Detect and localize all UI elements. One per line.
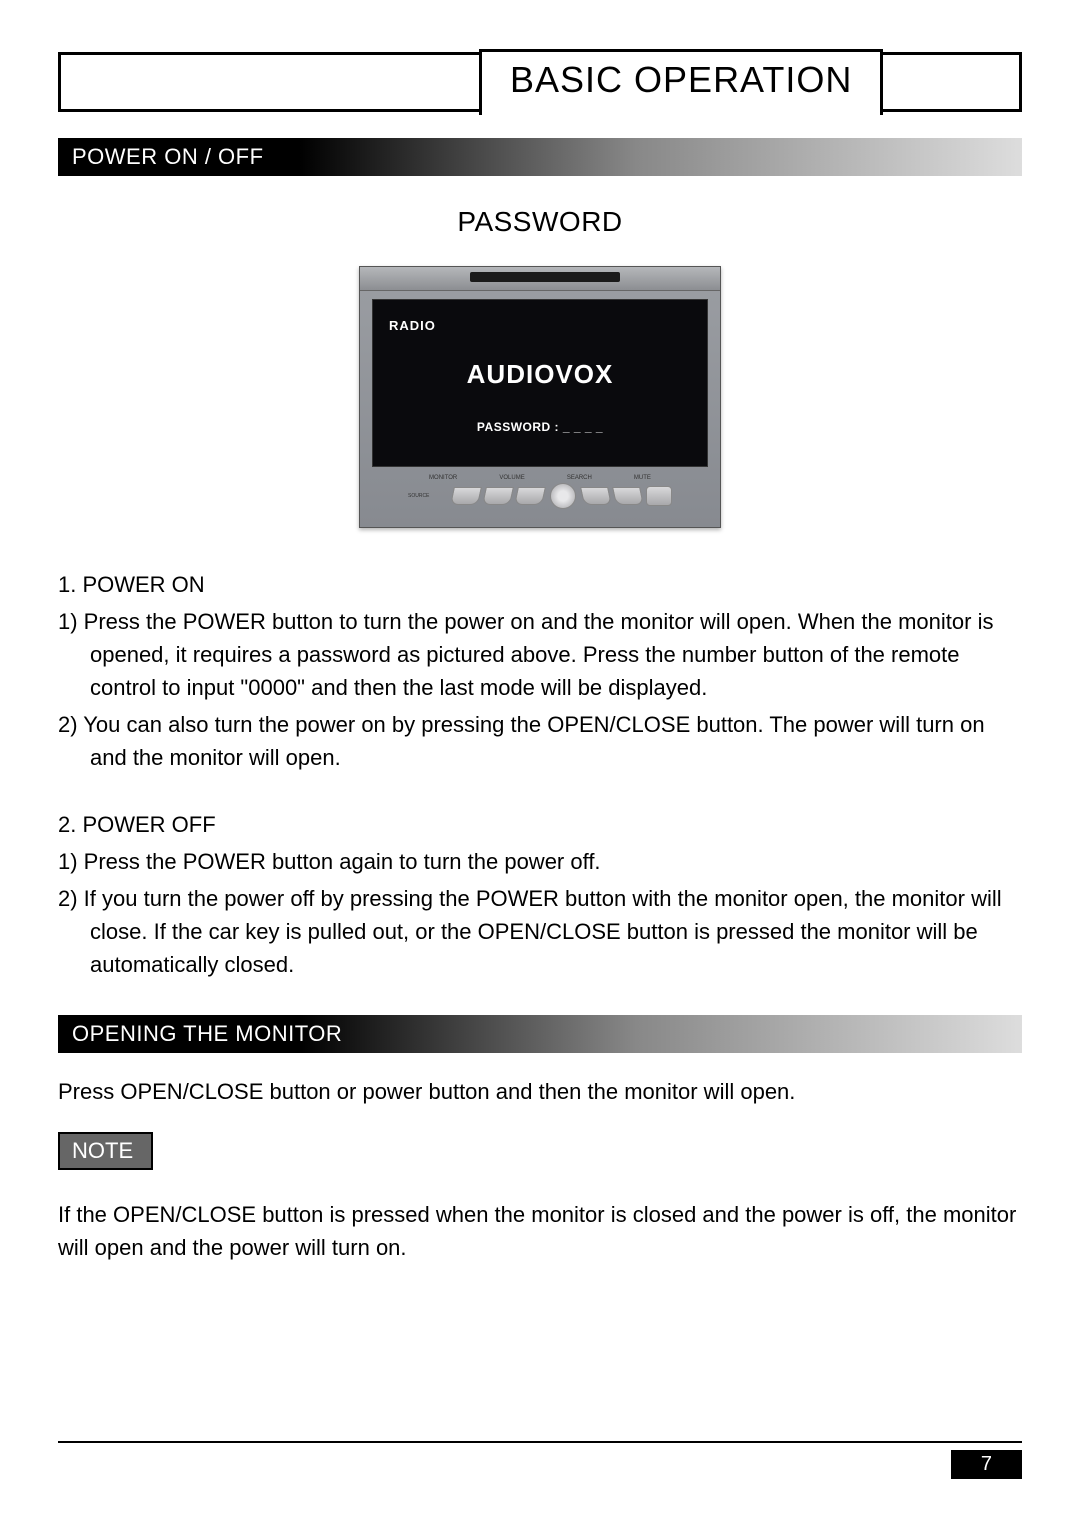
power-on-step-1: 1) Press the POWER button to turn the po…	[58, 605, 1022, 704]
power-off-step-2: 2) If you turn the power off by pressing…	[58, 882, 1022, 981]
screen-brand-label: AUDIOVOX	[383, 359, 697, 390]
ctrl-label-source: SOURCE	[408, 494, 448, 499]
ctrl-btn-3	[514, 487, 546, 505]
ctrl-btn-6	[646, 486, 672, 506]
title-tab: BASIC OPERATION	[479, 49, 883, 115]
power-off-heading: 2. POWER OFF	[58, 808, 1022, 841]
page-number: 7	[951, 1450, 1022, 1479]
footer-rule	[58, 1441, 1022, 1443]
ctrl-btn-4	[580, 487, 612, 505]
device-top-bezel	[360, 267, 720, 291]
section-header-opening: OPENING THE MONITOR	[58, 1015, 1022, 1053]
manual-page: BASIC OPERATION POWER ON / OFF PASSWORD …	[0, 0, 1080, 1533]
ctrl-btn-5	[612, 487, 644, 505]
device-screen: RADIO AUDIOVOX PASSWORD : _ _ _ _	[372, 299, 708, 467]
power-on-step-2: 2) You can also turn the power on by pre…	[58, 708, 1022, 774]
power-on-heading: 1. POWER ON	[58, 568, 1022, 601]
ctrl-center-dial	[550, 483, 576, 509]
title-frame: BASIC OPERATION	[58, 52, 1022, 112]
ctrl-btn-2	[482, 487, 514, 505]
screen-mode-label: RADIO	[389, 318, 697, 333]
note-text: If the OPEN/CLOSE button is pressed when…	[58, 1198, 1022, 1264]
control-buttons-row: SOURCE	[372, 483, 708, 509]
password-heading: PASSWORD	[58, 206, 1022, 238]
device-illustration: RADIO AUDIOVOX PASSWORD : _ _ _ _ MONITO…	[359, 266, 721, 528]
device-control-panel: MONITOR VOLUME SEARCH MUTE SOURCE	[372, 475, 708, 519]
ctrl-label-mute: MUTE	[634, 475, 651, 481]
device-disc-slot	[470, 272, 620, 282]
ctrl-btn-1	[450, 487, 482, 505]
ctrl-label-search: SEARCH	[567, 475, 592, 481]
ctrl-label-volume: VOLUME	[499, 475, 524, 481]
power-on-section: 1. POWER ON 1) Press the POWER button to…	[58, 568, 1022, 774]
page-title: BASIC OPERATION	[510, 59, 852, 101]
section-header-power: POWER ON / OFF	[58, 138, 1022, 176]
control-labels-row: MONITOR VOLUME SEARCH MUTE	[372, 475, 708, 481]
power-off-step-1: 1) Press the POWER button again to turn …	[58, 845, 1022, 878]
opening-text: Press OPEN/CLOSE button or power button …	[58, 1075, 1022, 1108]
ctrl-label-monitor: MONITOR	[429, 475, 457, 481]
note-label: NOTE	[58, 1132, 153, 1170]
screen-password-prompt: PASSWORD : _ _ _ _	[383, 420, 697, 434]
power-off-section: 2. POWER OFF 1) Press the POWER button a…	[58, 808, 1022, 981]
